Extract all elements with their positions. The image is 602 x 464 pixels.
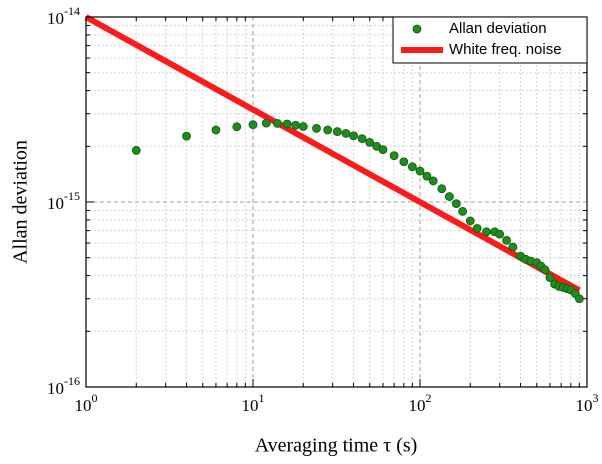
data-point bbox=[540, 265, 550, 275]
data-point bbox=[248, 120, 258, 130]
data-point bbox=[415, 166, 425, 176]
data-point bbox=[574, 294, 584, 304]
x-tick-label: 101 bbox=[242, 391, 265, 415]
data-point bbox=[349, 131, 358, 141]
data-point bbox=[312, 123, 321, 133]
data-point bbox=[482, 227, 491, 237]
data-line bbox=[84, 14, 581, 293]
plot-frame bbox=[85, 16, 588, 388]
data-point bbox=[261, 118, 271, 128]
data-point bbox=[458, 206, 468, 216]
data-point bbox=[428, 176, 438, 186]
data-point bbox=[399, 157, 409, 167]
data-point bbox=[451, 199, 461, 209]
data-point bbox=[131, 146, 141, 155]
data-point bbox=[378, 145, 388, 154]
data-point bbox=[282, 119, 292, 129]
data-point bbox=[502, 236, 511, 245]
data-point bbox=[545, 273, 555, 283]
legend-label: Allan deviation bbox=[449, 20, 547, 37]
data-point bbox=[341, 128, 351, 138]
data-point bbox=[232, 122, 242, 132]
y-tick-label: 10-15 bbox=[47, 189, 80, 213]
data-point bbox=[291, 120, 301, 130]
data-point bbox=[211, 125, 221, 135]
data-point bbox=[407, 162, 417, 172]
y-tick-label: 10-16 bbox=[47, 374, 80, 398]
data-point bbox=[273, 118, 282, 128]
data-point bbox=[437, 184, 447, 194]
data-point bbox=[465, 216, 475, 226]
data-point bbox=[357, 134, 367, 144]
legend-box bbox=[392, 16, 588, 64]
data-point bbox=[422, 171, 432, 181]
data-point bbox=[508, 242, 518, 252]
data-point bbox=[389, 151, 399, 161]
data-point bbox=[182, 131, 191, 141]
y-tick-label: 10-14 bbox=[47, 4, 80, 28]
legend-label: White freq. noise bbox=[449, 41, 562, 58]
x-tick-label: 100 bbox=[75, 391, 98, 415]
data-point bbox=[365, 137, 375, 147]
data-point bbox=[445, 192, 454, 201]
data-point bbox=[472, 223, 482, 233]
data-point bbox=[298, 122, 308, 131]
y-axis-title: Allan deviation bbox=[10, 140, 32, 264]
data-point bbox=[323, 125, 333, 135]
data-point bbox=[495, 229, 505, 239]
legend-marker bbox=[412, 24, 422, 34]
x-tick-label: 103 bbox=[576, 391, 599, 415]
x-tick-label: 102 bbox=[409, 391, 432, 415]
data-point bbox=[332, 127, 342, 137]
x-axis-title: Averaging time τ (s) bbox=[255, 435, 418, 457]
